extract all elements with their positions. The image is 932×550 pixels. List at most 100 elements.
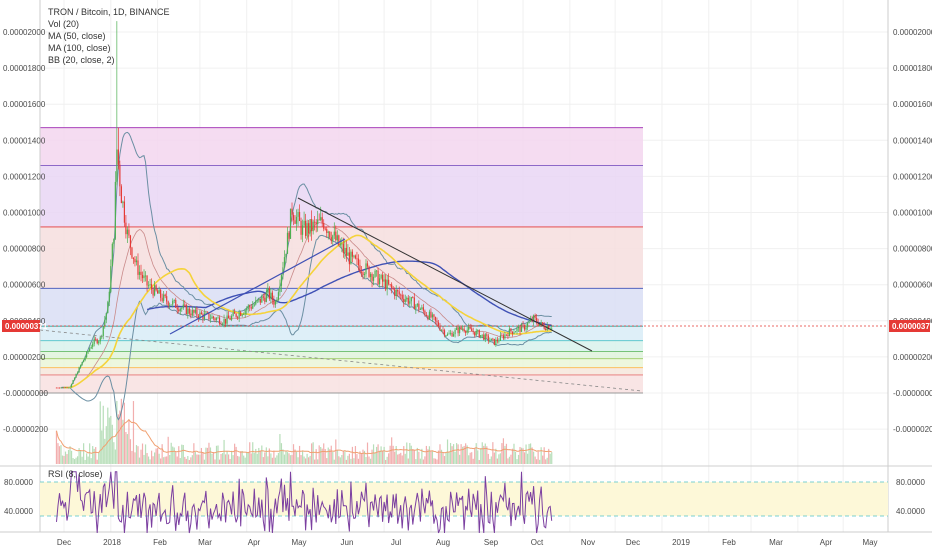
candle-body — [501, 335, 503, 337]
volume-bar — [490, 456, 492, 464]
candle-body — [330, 237, 332, 242]
time-tick: Dec — [57, 538, 71, 547]
candle-body — [160, 289, 162, 298]
candle-body — [425, 314, 427, 316]
candle-body — [392, 287, 394, 290]
candle-body — [158, 289, 160, 294]
price-tick-left: 0.00002000 — [3, 28, 46, 37]
candle-body — [317, 219, 319, 225]
volume-bar — [184, 456, 186, 464]
candle-body — [526, 323, 529, 328]
rsi-band-fill — [40, 482, 888, 516]
time-axis[interactable]: Dec 2018 Feb Mar Apr May Jun Jul Aug Sep Oct Nov Dec… — [57, 538, 878, 547]
candle-body — [252, 305, 254, 309]
volume-bar — [371, 449, 373, 464]
volume-bar — [197, 454, 199, 464]
volume-bar — [452, 444, 455, 464]
price-tick-right: -0.00000000 — [893, 389, 932, 398]
indicator-legend[interactable]: TRON / Bitcoin, 1D, BINANCE Vol (20) MA … — [48, 7, 170, 65]
candle-body — [60, 387, 62, 389]
volume-bar — [262, 457, 264, 464]
candle-body — [471, 328, 473, 332]
candle-body — [268, 288, 270, 299]
candle-body — [250, 307, 252, 309]
volume-bar — [147, 456, 150, 464]
candle-body — [283, 257, 286, 268]
volume-bar — [209, 447, 212, 464]
candle-body — [249, 305, 251, 308]
volume-bar — [425, 445, 427, 464]
time-tick: Nov — [581, 538, 595, 547]
current-price-badge-left — [2, 320, 40, 332]
price-tick-left: 0.00000800 — [3, 245, 46, 254]
volume-bar — [170, 442, 172, 464]
legend-vol[interactable]: Vol (20) — [48, 19, 79, 29]
candle-body — [357, 258, 360, 266]
time-tick: Dec — [626, 538, 640, 547]
candle-body — [323, 222, 325, 229]
volume-bar — [63, 455, 65, 464]
volume-bar — [81, 456, 83, 464]
time-tick: Feb — [153, 538, 167, 547]
volume-bar — [226, 450, 228, 464]
candle-body — [134, 259, 136, 263]
candle-body — [514, 331, 517, 333]
volume-bar — [172, 446, 174, 464]
volume-bar — [471, 452, 473, 464]
legend-bb[interactable]: BB (20, close, 2) — [48, 55, 115, 65]
candle-body — [502, 335, 505, 339]
time-tick: Feb — [722, 538, 736, 547]
candle-body — [548, 325, 550, 330]
volume-bar — [330, 445, 332, 464]
price-tick-right: 0.00001400 — [893, 136, 932, 145]
candle-body — [303, 220, 305, 226]
candle-body — [369, 274, 372, 277]
candle-body — [534, 315, 536, 318]
candle-body — [226, 315, 228, 324]
candle-body — [416, 303, 418, 306]
current-price-label-right: 0.00000371 — [892, 322, 932, 331]
candle-body — [288, 232, 290, 239]
volume-bar — [193, 443, 195, 464]
candle-body — [513, 332, 515, 334]
volume-bar — [403, 446, 405, 464]
volume-bar — [353, 458, 355, 464]
time-tick: Mar — [769, 538, 783, 547]
legend-ma50[interactable]: MA (50, close) — [48, 31, 106, 41]
volume-bar — [163, 457, 165, 464]
candle-body — [125, 222, 127, 235]
volume-bar — [395, 446, 397, 464]
candle-body — [120, 186, 122, 204]
volume-bar — [158, 453, 160, 464]
candle-body — [205, 312, 207, 314]
long-support-dashed-line[interactable] — [39, 329, 643, 392]
volume-bar — [460, 444, 462, 464]
uptrend-line[interactable] — [169, 238, 346, 335]
candle-body — [119, 164, 121, 187]
candle-body — [259, 298, 261, 303]
candle-body — [231, 316, 233, 320]
volume-bar — [175, 451, 177, 464]
volume-bar — [427, 449, 429, 464]
candle-body — [173, 299, 175, 301]
candle-body — [170, 304, 172, 306]
fib-zone — [40, 374, 643, 393]
legend-ma100[interactable]: MA (100, close) — [48, 43, 111, 53]
volume-bar — [496, 458, 498, 464]
candle-body — [234, 312, 236, 314]
volume-bar — [102, 405, 104, 464]
volume-bar — [98, 452, 100, 464]
volume-bar — [519, 446, 521, 464]
volume-bar — [277, 452, 280, 464]
candle-body — [407, 297, 409, 304]
volume-bar — [418, 451, 420, 464]
candle-body — [154, 285, 156, 296]
volume-bar — [451, 446, 453, 464]
candle-body — [271, 292, 273, 301]
volume-bar — [449, 442, 452, 464]
downtrend-line[interactable] — [297, 197, 593, 352]
volume-bar — [279, 434, 281, 464]
volume-bar — [422, 459, 424, 464]
volume-bar — [231, 450, 233, 464]
